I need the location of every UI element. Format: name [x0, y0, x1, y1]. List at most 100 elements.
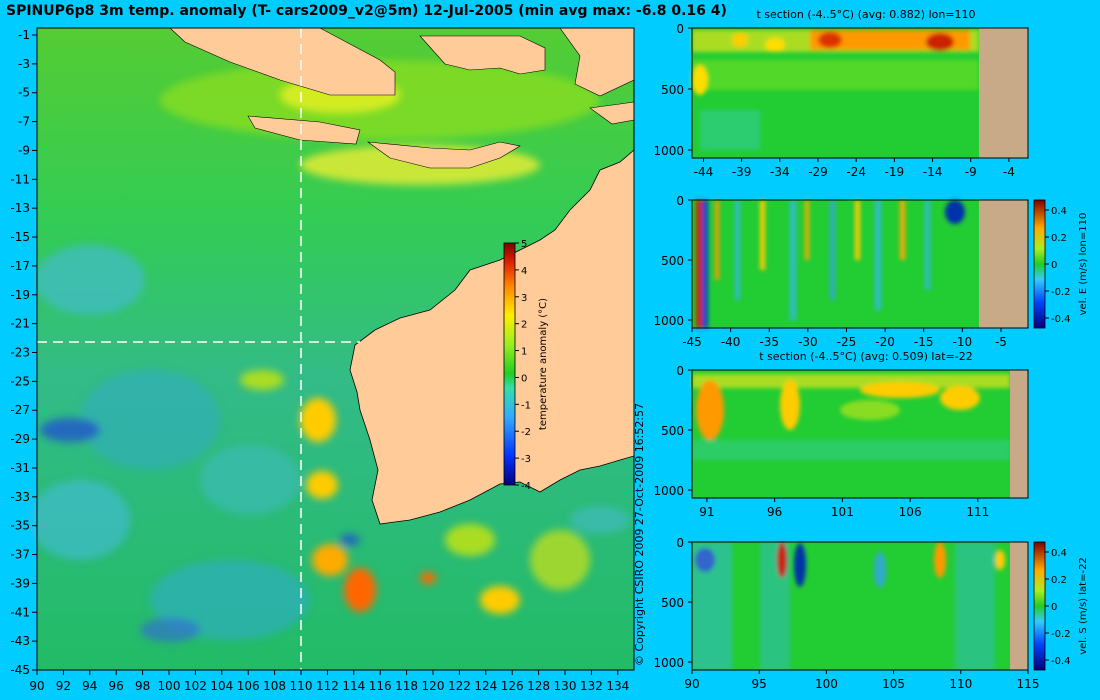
map-colorbar-tick-label: 4: [521, 266, 527, 277]
map-x-tick-label: 122: [448, 679, 471, 693]
map-x-tick-label: 110: [290, 679, 313, 693]
panel4-x-tick-label: 90: [684, 677, 699, 691]
map-x-tick-label: 132: [580, 679, 603, 693]
land: [169, 27, 635, 525]
panel4-x-axis: 90 95 100 105 110 115: [684, 670, 1039, 691]
map-x-tick-label: 112: [316, 679, 339, 693]
map-x-tick-label: 118: [395, 679, 418, 693]
panel4-y-tick-label: 0: [676, 536, 684, 550]
panel3-y-tick-label: 1000: [653, 484, 684, 498]
map-x-tick-label: 126: [501, 679, 524, 693]
panel4-plot: [691, 541, 1029, 671]
map-colorbar-tick-label: -2: [521, 427, 531, 438]
map-colorbar-tick-label: 1: [521, 347, 527, 358]
map-y-tick-label: -37: [10, 548, 30, 562]
map-x-tick-label: 104: [210, 679, 233, 693]
panel3-x-tick-label: 101: [831, 505, 854, 519]
panel4-colorbar-tick-label: 0.2: [1051, 575, 1067, 586]
map-x-tick-label: 92: [56, 679, 71, 693]
map-y-tick-label: -11: [10, 172, 30, 186]
map-y-tick-label: -41: [10, 605, 30, 619]
panel1-x-tick-label: -14: [923, 165, 943, 179]
map-colorbar-tick-label: 3: [521, 293, 527, 304]
panel4-x-tick-label: 110: [949, 677, 972, 691]
panel1-y-tick-label: 0: [676, 22, 684, 36]
map-x-tick-label: 106: [237, 679, 260, 693]
panel4-colorbar-tick-label: -0.4: [1051, 656, 1071, 667]
panel4-colorbar-tick-label: 0.4: [1051, 548, 1067, 559]
panel1-x-tick-label: -9: [965, 165, 977, 179]
map-y-tick-label: -15: [10, 230, 30, 244]
panel3-x-tick-label: 106: [899, 505, 922, 519]
panel2-y-tick-label: 1000: [653, 314, 684, 328]
panel3-x-tick-label: 111: [966, 505, 989, 519]
panel3-y-tick-label: 0: [676, 364, 684, 378]
panel3-y-axis: 0 500 1000: [653, 364, 692, 498]
copyright-text: © Copyright CSIRO 2009 27-Oct-2009 16:52…: [633, 403, 646, 666]
panel2-colorbar-tick-label: -0.4: [1051, 314, 1071, 325]
map-colorbar-tick-label: 0: [521, 373, 527, 384]
map-y-tick-label: -7: [18, 115, 30, 129]
map-y-tick-label: -23: [10, 346, 30, 360]
map-colorbar-tick-label: -1: [521, 400, 531, 411]
panel1-x-tick-label: -19: [885, 165, 905, 179]
panel3-y-tick-label: 500: [661, 424, 684, 438]
map-colorbar-label: temperature anomaly (°C): [538, 298, 549, 430]
panel1-plot: [691, 27, 1029, 159]
panel3-x-axis: 91 96 101 106 111: [699, 498, 989, 519]
panel1-y-tick-label: 1000: [653, 144, 684, 158]
panel1-x-tick-label: -44: [694, 165, 714, 179]
panel2-x-tick-label: -35: [759, 335, 779, 349]
map-x-tick-label: 116: [369, 679, 392, 693]
panel1-x-tick-label: -29: [808, 165, 828, 179]
panel2-y-axis: 0 500 1000: [653, 194, 692, 328]
map-x-tick-label: 102: [184, 679, 207, 693]
panel4-y-tick-label: 500: [661, 596, 684, 610]
map-y-tick-label: -3: [18, 57, 30, 71]
panel4-colorbar-label: vel. S (m/s) lat=-22: [1078, 557, 1089, 655]
panel4-x-tick-label: 95: [752, 677, 767, 691]
map-x-tick-label: 90: [29, 679, 44, 693]
map-x-tick-label: 114: [342, 679, 365, 693]
map-frame: [36, 27, 635, 671]
map-colorbar-bar: [503, 242, 516, 486]
map-plot: [30, 27, 635, 671]
panel1-x-tick-label: -24: [846, 165, 866, 179]
map-y-tick-label: -19: [10, 288, 30, 302]
map-y-tick-label: -33: [10, 490, 30, 504]
panel2-colorbar-tick-label: 0.2: [1051, 233, 1067, 244]
panel2-x-tick-label: -45: [682, 335, 702, 349]
panel1-y-tick-label: 500: [661, 83, 684, 97]
map-colorbar-tick-label: 5: [521, 239, 527, 250]
panel2-colorbar: 0.4 0.2 0 -0.2 -0.4 vel. E (m/s) lon=110: [1033, 199, 1089, 329]
panel4-x-tick-label: 100: [815, 677, 838, 691]
panel2-y-tick-label: 500: [661, 254, 684, 268]
panel2-colorbar-tick-label: 0.4: [1051, 206, 1067, 217]
panel1-x-axis: -44 -39 -34 -29 -24 -19 -14 -9 -4: [694, 158, 1015, 179]
panel2-x-tick-label: -10: [953, 335, 973, 349]
map-y-tick-label: -43: [10, 634, 30, 648]
map-y-tick-label: -31: [10, 461, 30, 475]
panel2-x-tick-label: -40: [721, 335, 741, 349]
map-y-tick-label: -17: [10, 259, 30, 273]
map-x-tick-label: 108: [263, 679, 286, 693]
map-x-tick-label: 98: [135, 679, 150, 693]
map-x-tick-label: 94: [82, 679, 97, 693]
panel2-colorbar-label: vel. E (m/s) lon=110: [1078, 213, 1089, 316]
map-y-tick-label: -21: [10, 317, 30, 331]
panel2-colorbar-tick-label: 0: [1051, 260, 1057, 271]
map-y-tick-label: -27: [10, 403, 30, 417]
panel4-colorbar: 0.4 0.2 0 -0.2 -0.4 vel. S (m/s) lat=-22: [1033, 541, 1089, 671]
map-x-tick-label: 124: [474, 679, 497, 693]
map-colorbar-tick-label: 2: [521, 320, 527, 331]
panel2-colorbar-tick-label: -0.2: [1051, 287, 1071, 298]
panel2-x-tick-label: -20: [875, 335, 895, 349]
panel4-colorbar-tick-label: 0: [1051, 602, 1057, 613]
map-x-axis: 90 92 94 96 98 100 102 104 106 108 110 112 114 116 118…: [29, 670, 629, 693]
panel2-y-tick-label: 0: [676, 194, 684, 208]
map-y-tick-label: -35: [10, 519, 30, 533]
map-y-tick-label: -25: [10, 374, 30, 388]
panel1-y-axis: 0 500 1000: [653, 22, 692, 158]
panel4-x-tick-label: 105: [882, 677, 905, 691]
